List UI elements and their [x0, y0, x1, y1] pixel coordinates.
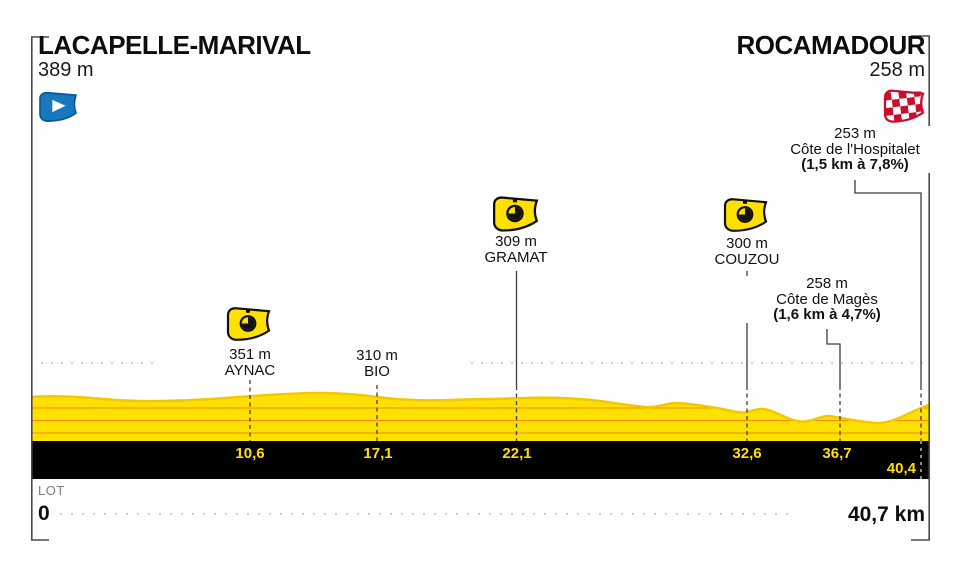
waypoint-label-bio: 310 m BIO [287, 348, 467, 379]
km-marker: 36,7 [822, 445, 852, 462]
waypoint-name: GRAMAT [484, 248, 548, 266]
start-elevation: 389 m [38, 59, 94, 82]
start-name: LACAPELLE-MARIVAL [38, 30, 311, 60]
waypoint-label-gramat: 309 m GRAMAT [426, 234, 606, 265]
climb-label-hospitalet: 253 m Côte de l'Hospitalet (1,5 km à 7,8… [765, 126, 945, 173]
km-marker: 32,6 [732, 445, 762, 462]
finish-elevation: 258 m [869, 59, 925, 82]
waypoint-elevation: 310 m [356, 347, 398, 364]
timing-flag-icon-aynac [225, 305, 273, 343]
finish-header: ROCAMADOUR 258 m [736, 30, 925, 82]
start-header: LACAPELLE-MARIVAL 389 m [38, 30, 311, 82]
timing-flag-icon-gramat [491, 194, 541, 234]
waypoint-label-couzou: 300 m COUZOU [657, 236, 837, 267]
frame-brackets [31, 35, 930, 541]
km-marker: 40,4 [886, 460, 916, 477]
climb-elevation: 258 m [806, 275, 848, 292]
waypoint-connectors [249, 180, 922, 441]
climb-name: Côte de l'Hospitalet [790, 140, 920, 158]
timing-flag-icon-couzou [722, 196, 770, 234]
waypoint-elevation: 309 m [495, 233, 537, 250]
km-marker: 17,1 [363, 445, 393, 462]
finish-name: ROCAMADOUR [736, 30, 925, 60]
climb-detail: (1,6 km à 4,7%) [773, 306, 881, 323]
department-label: LOT [38, 483, 65, 498]
climb-detail: (1,5 km à 7,8%) [801, 156, 909, 173]
waypoint-elevation: 300 m [726, 235, 768, 252]
distance-band [31, 441, 930, 479]
start-flag-icon [37, 90, 79, 122]
waypoint-name: BIO [364, 362, 390, 380]
climb-label-mages: 258 m Côte de Magès (1,6 km à 4,7%) [737, 276, 917, 323]
climb-elevation: 253 m [834, 125, 876, 142]
route-total-distance: 40,7 km [847, 503, 925, 526]
finish-flag-icon [881, 86, 927, 124]
waypoint-name: AYNAC [224, 361, 276, 379]
route-start-km: 0 [38, 502, 50, 525]
waypoint-name: COUZOU [714, 250, 780, 268]
km-marker: 10,6 [235, 445, 265, 462]
terrain-top-edge [30, 391, 931, 425]
elevation-profile-area [30, 391, 931, 442]
km-marker: 22,1 [502, 445, 532, 462]
climb-name: Côte de Magès [776, 290, 878, 308]
waypoint-elevation: 351 m [229, 346, 271, 363]
